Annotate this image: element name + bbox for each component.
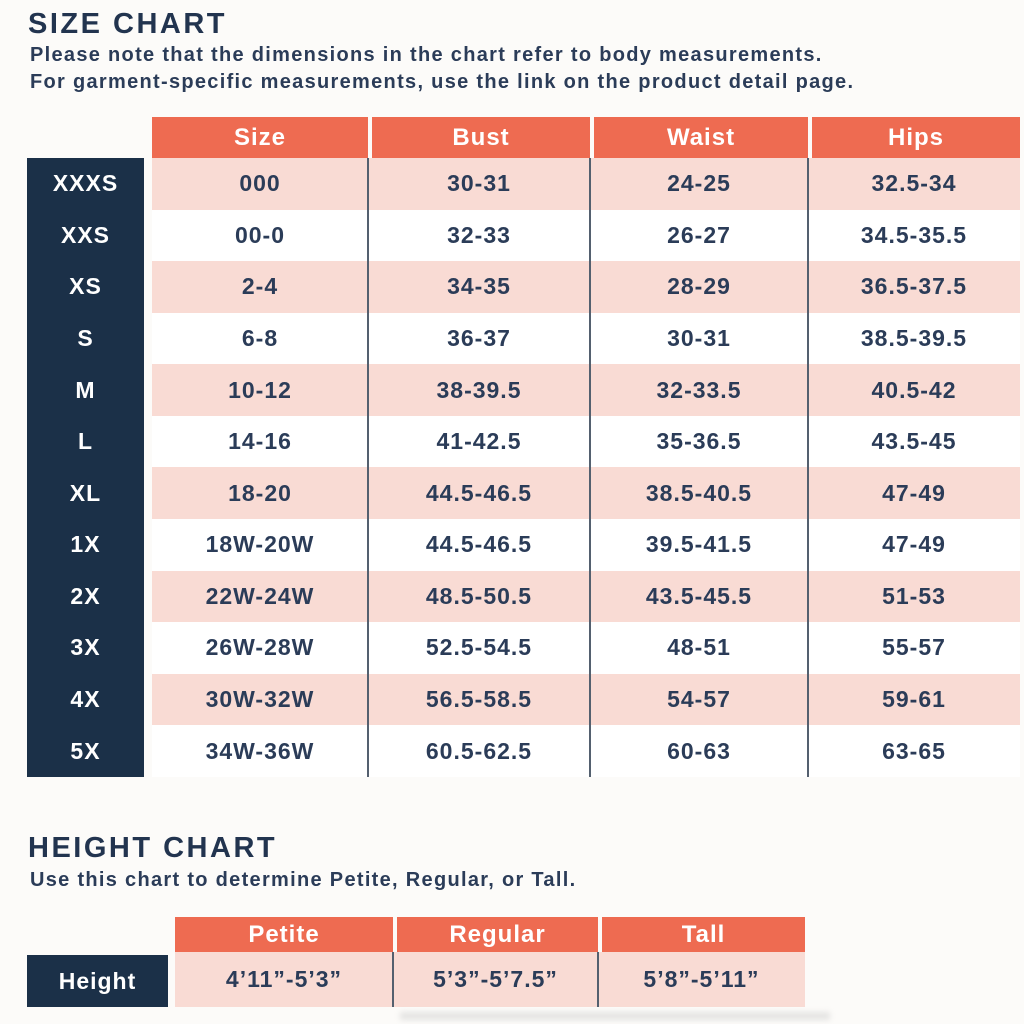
row-label: 5X (70, 737, 101, 764)
column-divider (807, 158, 809, 777)
cell-size: 34W-36W (205, 737, 315, 764)
cell-hips: 43.5-45 (871, 428, 957, 455)
cell-hips: 47-49 (882, 479, 946, 506)
cell-hips: 32.5-34 (871, 170, 957, 197)
row-label: 2X (70, 582, 101, 609)
cell-size: 000 (239, 170, 281, 197)
table-row: 10-12 38-39.5 32-33.5 40.5-42 (152, 364, 1020, 416)
table-row: 000 30-31 24-25 32.5-34 (152, 158, 1020, 210)
cell-waist: 26-27 (667, 221, 731, 248)
table-row: 18W-20W 44.5-46.5 39.5-41.5 47-49 (152, 519, 1020, 571)
cell-waist: 24-25 (667, 170, 731, 197)
cell-bust: 30-31 (447, 170, 511, 197)
height-table-header-row: Petite Regular Tall (175, 917, 805, 952)
cell-hips: 55-57 (882, 634, 946, 661)
column-header-regular: Regular (393, 917, 598, 952)
column-divider (367, 158, 369, 777)
cell-waist: 60-63 (667, 737, 731, 764)
cell-bust: 36-37 (447, 325, 511, 352)
row-label: 4X (70, 686, 101, 713)
cell-size: 2-4 (241, 273, 279, 300)
cell-bust: 41-42.5 (436, 428, 522, 455)
column-header-hips: Hips (808, 117, 1020, 158)
cell-size: 30W-32W (205, 686, 315, 713)
column-header-petite: Petite (175, 917, 393, 952)
cell-hips: 36.5-37.5 (860, 273, 968, 300)
size-chart-title: SIZE CHART (28, 8, 227, 40)
cell-waist: 43.5-45.5 (645, 582, 753, 609)
cell-bust: 48.5-50.5 (425, 582, 533, 609)
cell-bust: 44.5-46.5 (425, 531, 533, 558)
cell-waist: 28-29 (667, 273, 731, 300)
row-label: S (77, 325, 94, 352)
table-row: 22W-24W 48.5-50.5 43.5-45.5 51-53 (152, 570, 1020, 623)
size-table-body: 000 30-31 24-25 32.5-34 00-0 32-33 26-27 34.5-… (152, 158, 1020, 777)
cell-bust: 38-39.5 (436, 376, 522, 403)
cell-height-petite: 4’11”-5’3” (225, 966, 343, 992)
table-row: 00-0 32-33 26-27 34.5-35.5 (152, 209, 1020, 262)
row-label: L (77, 428, 94, 455)
cell-size: 26W-28W (205, 634, 315, 661)
size-chart-note-line2: For garment-specific measurements, use t… (30, 71, 855, 93)
cell-bust: 56.5-58.5 (425, 686, 533, 713)
table-row: 34W-36W 60.5-62.5 60-63 63-65 (152, 725, 1020, 777)
cell-waist: 38.5-40.5 (645, 479, 753, 506)
cell-size: 6-8 (241, 325, 279, 352)
cell-size: 18-20 (228, 479, 292, 506)
column-header-waist: Waist (590, 117, 808, 158)
column-divider (589, 158, 591, 777)
cell-bust: 52.5-54.5 (425, 634, 533, 661)
table-row: 2-4 34-35 28-29 36.5-37.5 (152, 261, 1020, 313)
cell-size: 00-0 (234, 221, 286, 248)
size-table-header-row: Size Bust Waist Hips (152, 117, 1020, 158)
cell-waist: 39.5-41.5 (645, 531, 753, 558)
row-label: 3X (70, 634, 101, 661)
cell-bust: 44.5-46.5 (425, 479, 533, 506)
height-chart-title: HEIGHT CHART (28, 832, 278, 864)
cell-size: 10-12 (228, 376, 292, 403)
cell-hips: 63-65 (882, 737, 946, 764)
cell-waist: 48-51 (667, 634, 731, 661)
column-header-size: Size (152, 117, 368, 158)
cell-size: 14-16 (228, 428, 292, 455)
column-divider (597, 952, 599, 1007)
cell-height-regular: 5’3”-5’7.5” (433, 966, 558, 992)
table-row: 14-16 41-42.5 35-36.5 43.5-45 (152, 415, 1020, 468)
cell-bust: 34-35 (447, 273, 511, 300)
row-label: XL (69, 479, 102, 506)
size-row-label-column: XXXS XXS XS S M L XL 1X 2X 3X 4X 5X (27, 158, 144, 777)
cell-bust: 32-33 (447, 221, 511, 248)
cell-hips: 51-53 (882, 582, 946, 609)
table-row: 30W-32W 56.5-58.5 54-57 59-61 (152, 673, 1020, 726)
row-label: XXXS (52, 170, 119, 197)
column-divider (392, 952, 394, 1007)
cell-size: 18W-20W (205, 531, 315, 558)
cell-size: 22W-24W (205, 582, 315, 609)
size-chart-note-line1: Please note that the dimensions in the c… (30, 44, 823, 66)
table-row: 18-20 44.5-46.5 38.5-40.5 47-49 (152, 467, 1020, 520)
row-label: M (75, 376, 96, 403)
table-row: 26W-28W 52.5-54.5 48-51 55-57 (152, 622, 1020, 674)
column-header-tall: Tall (598, 917, 805, 952)
cell-hips: 59-61 (882, 686, 946, 713)
cell-hips: 40.5-42 (871, 376, 957, 403)
cell-height-tall: 5’8”-5’11” (643, 966, 760, 992)
row-label: XXS (60, 221, 111, 248)
row-label: XS (69, 273, 102, 300)
cell-bust: 60.5-62.5 (425, 737, 533, 764)
row-label: 1X (70, 531, 101, 558)
cell-hips: 38.5-39.5 (860, 325, 968, 352)
height-row-label: Height (27, 955, 168, 1007)
cutoff-scan-artifact (400, 1012, 830, 1020)
table-row: 6-8 36-37 30-31 38.5-39.5 (152, 312, 1020, 365)
column-header-bust: Bust (368, 117, 590, 158)
cell-waist: 35-36.5 (656, 428, 742, 455)
cell-hips: 47-49 (882, 531, 946, 558)
cell-waist: 32-33.5 (656, 376, 742, 403)
cell-hips: 34.5-35.5 (860, 221, 968, 248)
height-table-body: 4’11”-5’3” 5’3”-5’7.5” 5’8”-5’11” (175, 952, 805, 1007)
cell-waist: 54-57 (667, 686, 731, 713)
height-chart-note: Use this chart to determine Petite, Regu… (30, 869, 577, 891)
cell-waist: 30-31 (667, 325, 731, 352)
